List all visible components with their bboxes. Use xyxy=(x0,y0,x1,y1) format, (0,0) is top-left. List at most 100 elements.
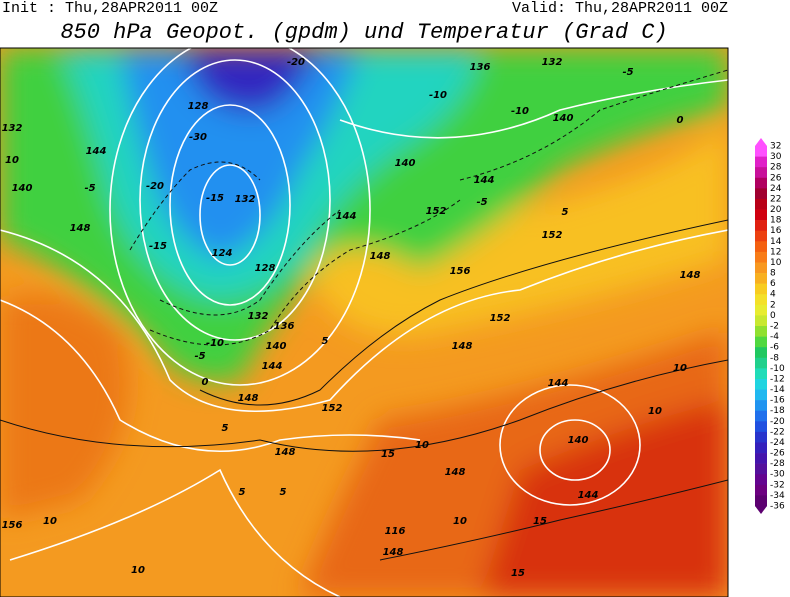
contour-label: 128 xyxy=(188,101,209,112)
contour-label: -10 xyxy=(511,106,529,117)
colorbar-label: 14 xyxy=(770,237,782,247)
contour-label: 140 xyxy=(266,341,287,352)
contour-label: 148 xyxy=(452,341,473,352)
colorbar-label: 0 xyxy=(770,311,776,321)
colorbar-label: -14 xyxy=(770,385,785,395)
contour-label: -5 xyxy=(476,197,487,208)
contour-label: 5 xyxy=(280,487,287,498)
contour-label: -5 xyxy=(622,67,633,78)
contour-label: 148 xyxy=(238,393,259,404)
colorbar-label: 10 xyxy=(770,258,782,268)
contour-label: 156 xyxy=(450,266,471,277)
colorbar-label: 28 xyxy=(770,163,782,173)
contour-label: 156 xyxy=(2,520,23,531)
colorbar-label: 16 xyxy=(770,226,782,236)
contour-label: 10 xyxy=(648,406,662,417)
map-title: 850 hPa Geopot. (gpdm) und Temperatur (G… xyxy=(60,20,667,45)
contour-label: 148 xyxy=(680,270,701,281)
contour-label: 5 xyxy=(322,336,329,347)
contour-label: 144 xyxy=(548,378,569,389)
colorbar-swatch xyxy=(755,421,767,433)
contour-label: 148 xyxy=(370,251,391,262)
colorbar-swatch xyxy=(755,283,767,295)
contour-label: 152 xyxy=(490,313,511,324)
colorbar-swatch xyxy=(755,156,767,168)
contour-label: 116 xyxy=(385,526,406,537)
colorbar-swatch xyxy=(755,326,767,337)
map-area: 136 132 -5 128 -20 -30 144 132 10 140 -5 -20 148 -15 -… xyxy=(0,48,728,597)
colorbar-swatch xyxy=(755,177,767,189)
colorbar-swatch xyxy=(755,294,767,306)
colorbar-label: 32 xyxy=(770,142,781,152)
colorbar-label: -2 xyxy=(770,322,779,332)
temperature-contours xyxy=(129,69,728,346)
colorbar-swatch xyxy=(755,209,767,221)
colorbar: 32302826242220181614121086420-2-4-6-8-10… xyxy=(755,138,785,514)
contour-label: 128 xyxy=(255,263,276,274)
contour-label: 152 xyxy=(542,230,563,241)
temperature-contours-positive xyxy=(0,219,728,561)
colorbar-label: -6 xyxy=(770,343,779,353)
contour-label: 152 xyxy=(322,403,343,414)
colorbar-swatch xyxy=(755,410,767,422)
colorbar-label: -16 xyxy=(770,396,785,406)
colorbar-swatch xyxy=(755,315,767,327)
contour-label: 0 xyxy=(677,115,684,126)
contour-label: 132 xyxy=(248,311,269,322)
colorbar-label: 12 xyxy=(770,247,781,257)
contour-label: 5 xyxy=(239,487,246,498)
colorbar-label: -34 xyxy=(770,491,785,501)
colorbar-swatch xyxy=(755,273,767,284)
colorbar-label: 4 xyxy=(770,290,776,300)
colorbar-swatch xyxy=(755,400,767,412)
contour-label: 15 xyxy=(511,568,525,579)
contour-label: -30 xyxy=(189,132,207,143)
colorbar-label: -22 xyxy=(770,427,785,437)
contour-label: -15 xyxy=(206,193,224,204)
colorbar-label: -10 xyxy=(770,364,785,374)
colorbar-swatch xyxy=(755,167,767,179)
contour-label: 5 xyxy=(562,207,569,218)
colorbar-label: -20 xyxy=(770,417,785,427)
contour-label: 148 xyxy=(383,547,404,558)
colorbar-swatch xyxy=(755,389,767,401)
colorbar-swatch xyxy=(755,453,767,464)
contour-label: 124 xyxy=(212,248,233,259)
colorbar-label: -30 xyxy=(770,470,785,480)
contour-label: 140 xyxy=(395,158,416,169)
colorbar-label: 22 xyxy=(770,194,781,204)
colorbar-label: -12 xyxy=(770,374,785,384)
colorbar-swatch xyxy=(755,220,767,232)
colorbar-label: -18 xyxy=(770,406,785,416)
colorbar-label: -24 xyxy=(770,438,785,448)
colorbar-swatch xyxy=(755,198,767,210)
colorbar-label: 30 xyxy=(770,152,782,162)
colorbar-label: 26 xyxy=(770,173,782,183)
contour-label: -10 xyxy=(206,338,224,349)
init-time: Init : Thu,28APR2011 00Z xyxy=(2,0,218,17)
colorbar-label: 20 xyxy=(770,205,782,215)
colorbar-swatch xyxy=(755,241,767,253)
colorbar-label: 8 xyxy=(770,269,776,279)
contour-label: 10 xyxy=(131,565,145,576)
contour-label: 132 xyxy=(2,123,23,134)
colorbar-swatch xyxy=(755,463,767,475)
contour-label: 144 xyxy=(262,361,283,372)
colorbar-label: 24 xyxy=(770,184,782,194)
contour-label: 10 xyxy=(453,516,467,527)
colorbar-label: -26 xyxy=(770,449,785,459)
contour-label: 132 xyxy=(542,57,563,68)
contour-label: -20 xyxy=(287,57,305,68)
geopotential-contours xyxy=(0,48,728,597)
contour-label: 144 xyxy=(336,211,357,222)
contour-label: 140 xyxy=(553,113,574,124)
contour-label: 152 xyxy=(426,206,447,217)
colorbar-swatch xyxy=(755,146,767,157)
colorbar-label: -28 xyxy=(770,459,785,469)
colorbar-swatch xyxy=(755,347,767,359)
map-frame xyxy=(0,47,729,597)
contour-labels: 136 132 -5 128 -20 -30 144 132 10 140 -5 -20 148 -15 -… xyxy=(2,57,701,579)
colorbar-label: -4 xyxy=(770,332,779,342)
